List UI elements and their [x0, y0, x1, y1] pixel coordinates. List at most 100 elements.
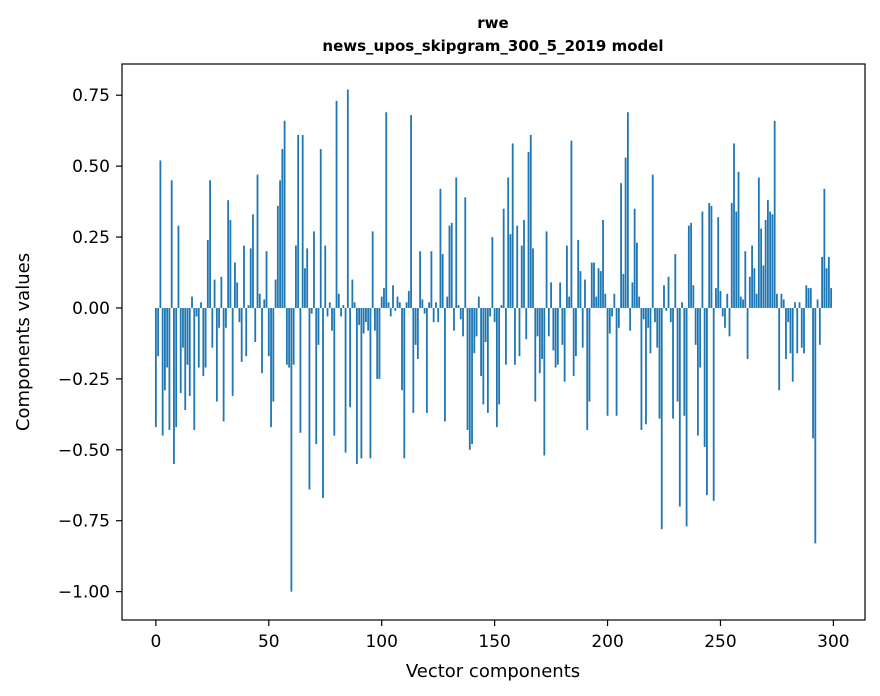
- bar: [265, 251, 268, 308]
- bar: [608, 307, 611, 334]
- bar: [270, 307, 272, 428]
- bar: [211, 307, 214, 348]
- bar: [459, 307, 462, 320]
- bar: [568, 296, 571, 308]
- bar: [559, 282, 562, 308]
- bar: [272, 307, 275, 402]
- bar: [744, 251, 747, 308]
- bar: [552, 307, 555, 351]
- bar: [550, 282, 552, 308]
- y-tick-label: 0.75: [72, 86, 110, 106]
- bar: [421, 299, 424, 308]
- bar: [692, 285, 695, 308]
- bar: [789, 307, 792, 354]
- y-axis-label: Components values: [13, 253, 34, 431]
- bar: [696, 307, 699, 436]
- bar: [317, 307, 320, 345]
- axis-ticks: 0 50 100 150 200 250 300 −1.00 −0.75 −0.50 −0.25 0.…: [58, 86, 850, 652]
- bar: [437, 307, 440, 323]
- bar: [191, 296, 193, 308]
- bar: [353, 302, 356, 308]
- bar: [518, 307, 521, 357]
- bar: [299, 307, 302, 433]
- bar: [188, 307, 191, 396]
- bar: [821, 256, 823, 308]
- bar: [760, 228, 763, 308]
- bar: [590, 262, 593, 308]
- bar: [660, 307, 663, 530]
- bar: [186, 307, 189, 365]
- bar: [170, 180, 173, 308]
- bar: [527, 151, 530, 308]
- bar: [308, 307, 311, 490]
- bar: [423, 307, 426, 314]
- bar: [825, 268, 828, 308]
- bar: [179, 307, 182, 394]
- bar: [213, 279, 216, 308]
- bar: [240, 307, 243, 362]
- bar: [254, 307, 257, 342]
- bar: [175, 307, 178, 428]
- bar: [396, 296, 399, 308]
- bar: [331, 307, 333, 331]
- bar: [523, 220, 525, 308]
- bar: [509, 234, 512, 308]
- bar: [543, 307, 546, 456]
- y-tick-label: 0.25: [72, 228, 110, 248]
- bar: [202, 307, 205, 377]
- y-tick-label: −0.50: [58, 441, 110, 461]
- bar: [748, 276, 751, 308]
- bar: [448, 225, 451, 308]
- bar: [764, 220, 767, 308]
- bar: [753, 268, 756, 308]
- bar: [500, 305, 503, 308]
- bar: [419, 251, 422, 308]
- bar: [164, 307, 166, 391]
- bar: [301, 134, 304, 308]
- bar: [218, 307, 221, 328]
- bar: [604, 293, 607, 308]
- bar: [482, 307, 485, 405]
- bar: [742, 299, 744, 308]
- bar: [721, 307, 724, 317]
- bar: [733, 143, 735, 308]
- bar: [708, 203, 711, 308]
- bar: [545, 231, 548, 308]
- bar: [322, 307, 324, 499]
- bar: [428, 302, 431, 308]
- bar: [640, 307, 643, 430]
- bar: [809, 288, 812, 308]
- bar: [383, 288, 385, 308]
- x-tick-label: 250: [704, 632, 736, 652]
- bar: [204, 307, 207, 368]
- bar: [593, 262, 595, 308]
- bar: [816, 299, 819, 308]
- bar: [344, 307, 347, 453]
- bar: [565, 245, 568, 308]
- bar: [455, 177, 458, 308]
- bar: [430, 251, 433, 308]
- bar: [685, 307, 688, 527]
- bar: [803, 307, 805, 354]
- bar: [215, 307, 218, 402]
- bar: [636, 242, 638, 308]
- bar: [324, 245, 327, 308]
- bar: [491, 237, 494, 308]
- bar: [599, 271, 602, 308]
- bar: [794, 302, 796, 308]
- bar: [778, 307, 781, 391]
- bar: [493, 307, 496, 323]
- bar: [401, 307, 403, 391]
- bar: [724, 307, 726, 328]
- bar: [647, 307, 650, 328]
- bar: [168, 307, 171, 430]
- bar: [642, 307, 645, 320]
- bar: [701, 211, 704, 308]
- bar: [328, 302, 331, 308]
- bar: [805, 285, 808, 308]
- bar: [173, 307, 175, 464]
- bar: [771, 214, 774, 308]
- bar: [249, 248, 252, 308]
- bar: [231, 307, 234, 396]
- bar: [827, 256, 830, 308]
